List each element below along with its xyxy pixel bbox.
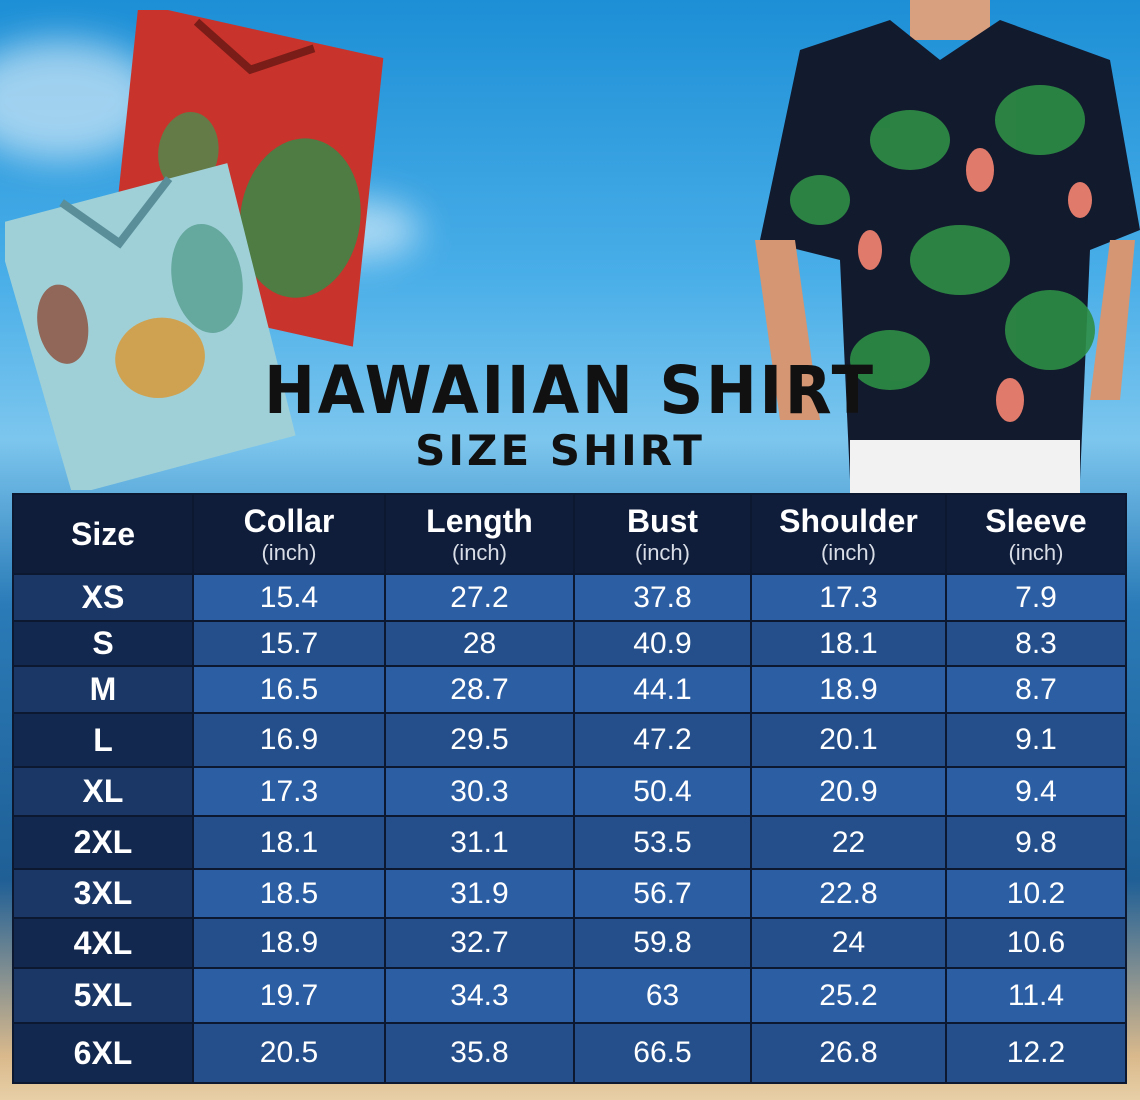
cell-collar: 16.9: [192, 712, 386, 768]
column-header-sleeve: Sleeve (inch): [945, 493, 1127, 575]
cell-bust: 40.9: [573, 620, 752, 667]
table-row: M 16.5 28.7 44.1 18.9 8.7: [12, 665, 1127, 714]
folded-shirts-image: [5, 10, 384, 490]
column-header-shoulder: Shoulder (inch): [750, 493, 947, 575]
cell-length: 34.3: [384, 967, 575, 1024]
cell-size: S: [12, 620, 194, 667]
cell-bust: 59.8: [573, 917, 752, 969]
cell-collar: 16.5: [192, 665, 386, 714]
table-header-row: Size Collar (inch) Length (inch) Bust (inch…: [12, 493, 1127, 575]
cell-bust: 50.4: [573, 766, 752, 817]
cell-sleeve: 10.6: [945, 917, 1127, 969]
cell-size: 2XL: [12, 815, 194, 870]
table-row: XL 17.3 30.3 50.4 20.9 9.4: [12, 766, 1127, 817]
cell-bust: 66.5: [573, 1022, 752, 1084]
column-header-size: Size: [12, 493, 194, 575]
column-header-bust: Bust (inch): [573, 493, 752, 575]
size-chart-table: Size Collar (inch) Length (inch) Bust (inch…: [12, 493, 1127, 1084]
cell-shoulder: 25.2: [750, 967, 947, 1024]
table-row: XS 15.4 27.2 37.8 17.3 7.9: [12, 573, 1127, 622]
page-subtitle: SIZE SHIRT: [415, 426, 705, 475]
cell-size: 6XL: [12, 1022, 194, 1084]
cell-shoulder: 22.8: [750, 868, 947, 919]
cell-length: 29.5: [384, 712, 575, 768]
cell-bust: 53.5: [573, 815, 752, 870]
cell-sleeve: 10.2: [945, 868, 1127, 919]
column-header-length: Length (inch): [384, 493, 575, 575]
cell-length: 28: [384, 620, 575, 667]
cell-shoulder: 18.9: [750, 665, 947, 714]
table-row: 6XL 20.5 35.8 66.5 26.8 12.2: [12, 1022, 1127, 1084]
cell-size: M: [12, 665, 194, 714]
page-title: HAWAIIAN SHIRT: [264, 352, 876, 429]
cell-shoulder: 20.9: [750, 766, 947, 817]
table-row: S 15.7 28 40.9 18.1 8.3: [12, 620, 1127, 667]
cell-size: L: [12, 712, 194, 768]
cell-shoulder: 20.1: [750, 712, 947, 768]
table-row: 4XL 18.9 32.7 59.8 24 10.6: [12, 917, 1127, 969]
cell-collar: 15.4: [192, 573, 386, 622]
cell-bust: 56.7: [573, 868, 752, 919]
cell-shoulder: 26.8: [750, 1022, 947, 1084]
cell-sleeve: 8.3: [945, 620, 1127, 667]
cell-size: XS: [12, 573, 194, 622]
cell-length: 32.7: [384, 917, 575, 969]
cell-length: 30.3: [384, 766, 575, 817]
table-row: L 16.9 29.5 47.2 20.1 9.1: [12, 712, 1127, 768]
cell-size: XL: [12, 766, 194, 817]
cell-length: 28.7: [384, 665, 575, 714]
cell-bust: 63: [573, 967, 752, 1024]
table-row: 3XL 18.5 31.9 56.7 22.8 10.2: [12, 868, 1127, 919]
cell-length: 27.2: [384, 573, 575, 622]
cell-collar: 18.5: [192, 868, 386, 919]
cell-bust: 47.2: [573, 712, 752, 768]
column-header-collar: Collar (inch): [192, 493, 386, 575]
table-row: 5XL 19.7 34.3 63 25.2 11.4: [12, 967, 1127, 1024]
cell-size: 3XL: [12, 868, 194, 919]
cell-length: 31.9: [384, 868, 575, 919]
cell-length: 31.1: [384, 815, 575, 870]
cell-sleeve: 11.4: [945, 967, 1127, 1024]
cell-bust: 44.1: [573, 665, 752, 714]
model-in-flamingo-shirt-image: [755, 0, 1140, 495]
cell-sleeve: 8.7: [945, 665, 1127, 714]
cell-shoulder: 17.3: [750, 573, 947, 622]
cell-shoulder: 18.1: [750, 620, 947, 667]
cell-sleeve: 9.1: [945, 712, 1127, 768]
cell-size: 5XL: [12, 967, 194, 1024]
cell-collar: 17.3: [192, 766, 386, 817]
cell-sleeve: 9.4: [945, 766, 1127, 817]
cell-collar: 18.9: [192, 917, 386, 969]
cell-shoulder: 22: [750, 815, 947, 870]
table-row: 2XL 18.1 31.1 53.5 22 9.8: [12, 815, 1127, 870]
cell-collar: 19.7: [192, 967, 386, 1024]
cell-sleeve: 9.8: [945, 815, 1127, 870]
cell-bust: 37.8: [573, 573, 752, 622]
cell-collar: 20.5: [192, 1022, 386, 1084]
blue-shirt: [5, 163, 296, 490]
cell-length: 35.8: [384, 1022, 575, 1084]
cell-collar: 18.1: [192, 815, 386, 870]
cell-collar: 15.7: [192, 620, 386, 667]
cell-sleeve: 7.9: [945, 573, 1127, 622]
cell-sleeve: 12.2: [945, 1022, 1127, 1084]
cell-shoulder: 24: [750, 917, 947, 969]
cell-size: 4XL: [12, 917, 194, 969]
